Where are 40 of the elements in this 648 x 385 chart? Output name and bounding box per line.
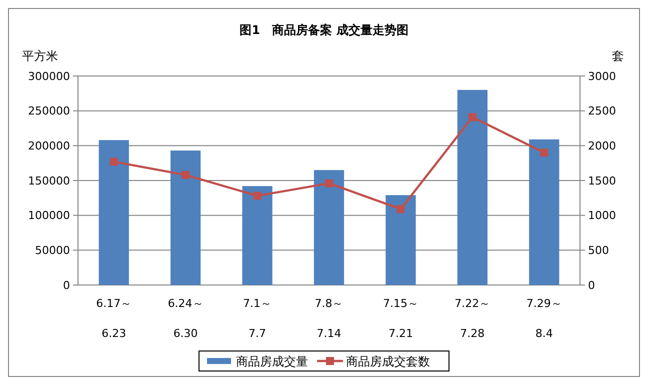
y-tick-label: 0 bbox=[63, 278, 70, 292]
y2-tick-label: 0 bbox=[588, 278, 595, 292]
y-tick-label: 250000 bbox=[28, 104, 70, 118]
point bbox=[182, 170, 190, 179]
y-tick-label: 100000 bbox=[28, 209, 70, 222]
bar bbox=[314, 170, 344, 285]
point bbox=[540, 148, 548, 157]
bar bbox=[170, 150, 201, 285]
y2-tick-label: 500 bbox=[588, 244, 609, 258]
y2-axis-title: 套 bbox=[612, 49, 624, 63]
y-tick-label: 200000 bbox=[28, 140, 70, 153]
point bbox=[110, 158, 118, 166]
bar bbox=[529, 139, 560, 285]
y2-tick-label: 2500 bbox=[588, 104, 616, 118]
y-tick-label: 150000 bbox=[28, 174, 70, 188]
category-label: 7.15～ 7.21 bbox=[382, 297, 418, 340]
category-label: 7.1～ 7.7 bbox=[243, 297, 272, 340]
point bbox=[396, 205, 405, 214]
y-axis-title: 平方米 bbox=[22, 49, 58, 63]
category-label: 7.8～ 7.14 bbox=[314, 297, 344, 340]
chart-title: 图1 商品房备案 成交量走势图 bbox=[240, 23, 408, 37]
legend-label: 商品房成交量 bbox=[236, 354, 308, 368]
y-tick-label: 50000 bbox=[35, 244, 70, 258]
bar bbox=[457, 90, 488, 285]
category-label: 6.24～ 6.30 bbox=[168, 297, 204, 340]
y2-tick-label: 2000 bbox=[588, 140, 616, 153]
point bbox=[253, 192, 262, 200]
category-label: 7.22～ 7.28 bbox=[454, 297, 490, 340]
legend-label: 商品房成交套数 bbox=[346, 354, 430, 368]
y-tick-label: 300000 bbox=[28, 70, 70, 83]
category-label: 7.29～ 8.4 bbox=[526, 297, 562, 340]
category-label: 6.17～ 6.23 bbox=[96, 297, 132, 340]
bar bbox=[98, 140, 129, 285]
point bbox=[325, 179, 333, 188]
point bbox=[468, 113, 476, 122]
bar bbox=[242, 186, 272, 285]
bar bbox=[386, 195, 416, 285]
y2-tick-label: 3000 bbox=[588, 70, 616, 83]
y2-tick-label: 1000 bbox=[588, 209, 616, 222]
y2-tick-label: 1500 bbox=[588, 174, 616, 188]
